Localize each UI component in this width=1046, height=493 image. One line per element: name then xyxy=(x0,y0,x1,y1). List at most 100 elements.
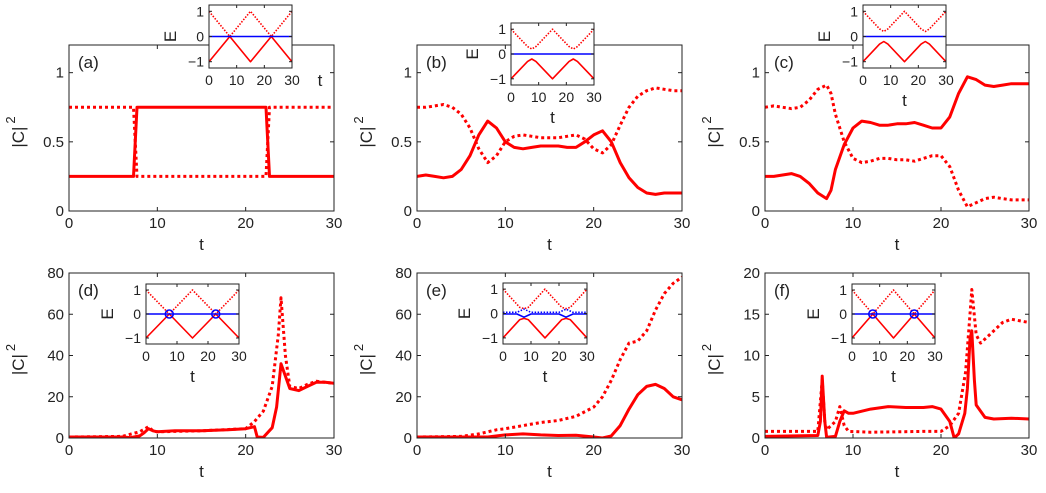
y-axis-label-text: |C| xyxy=(705,354,724,375)
inset-series-group xyxy=(511,28,594,80)
y-tick-label: 40 xyxy=(47,348,64,365)
x-tick-label: 0 xyxy=(507,89,515,105)
inset-series-group xyxy=(852,289,935,339)
y-tick-label: 0.5 xyxy=(739,134,760,151)
x-tick-label: 30 xyxy=(586,89,602,105)
inset-y-axis-label: E xyxy=(161,31,180,42)
y-axis-label-text: |C| xyxy=(357,354,376,375)
inset-series-group xyxy=(503,288,587,339)
series-solid-line xyxy=(69,105,334,178)
x-axis-label: t xyxy=(895,462,900,481)
y-tick-label: 1 xyxy=(752,65,760,82)
y-axis-label-text: |C| xyxy=(357,127,376,148)
x-tick-label: 20 xyxy=(911,72,927,88)
inset-y-axis-label: E xyxy=(98,308,117,319)
inset-series-dotted-line xyxy=(146,289,239,315)
panel-label: (f) xyxy=(774,281,790,300)
axes-frame xyxy=(68,44,335,212)
x-tick-label: 30 xyxy=(326,442,343,459)
series-dotted-line xyxy=(69,105,334,178)
y-axis-label-exponent: 2 xyxy=(699,116,714,123)
y-tick-label: 0.5 xyxy=(43,134,64,151)
x-tick-label: 10 xyxy=(149,442,166,459)
x-tick-label: 30 xyxy=(231,348,247,364)
panel-label: (b) xyxy=(426,53,447,72)
y-tick-label: 1 xyxy=(133,282,141,298)
x-tick-label: 0 xyxy=(413,215,421,232)
series-solid-line xyxy=(69,362,334,438)
y-axis-label-exponent: 2 xyxy=(351,116,366,123)
series-solid-line xyxy=(765,75,1029,201)
x-tick-label: 0 xyxy=(65,215,73,232)
y-tick-label: −1 xyxy=(188,54,204,70)
y-axis-label: |C| 2 xyxy=(351,344,376,375)
x-tick-label: 0 xyxy=(761,215,769,232)
inset-crossing-marker xyxy=(909,309,919,319)
inset-series-dotted-line xyxy=(503,288,587,310)
x-tick-label: 10 xyxy=(497,215,514,232)
series-group xyxy=(417,86,682,196)
series-group xyxy=(69,296,334,438)
series-solid-line xyxy=(417,119,682,196)
y-tick-label: −1 xyxy=(125,330,141,346)
inset-x-axis-label: t xyxy=(550,108,555,127)
x-tick-label: 30 xyxy=(1021,215,1038,232)
y-axis-label-text: |C| xyxy=(9,354,28,375)
inset-x-axis-label: t xyxy=(190,367,195,386)
x-tick-label: 20 xyxy=(237,215,254,232)
y-tick-label: −1 xyxy=(842,54,858,70)
x-tick-label: 30 xyxy=(938,72,954,88)
y-tick-label: 0 xyxy=(850,29,858,45)
series-dotted-line xyxy=(765,83,1029,209)
x-axis-label: t xyxy=(547,235,552,254)
y-axis-label: |C| 2 xyxy=(351,116,376,147)
series-group xyxy=(765,75,1029,209)
x-tick-label: 0 xyxy=(859,72,867,88)
y-axis-label-text: |C| xyxy=(9,127,28,148)
y-tick-label: 5 xyxy=(752,389,760,406)
x-tick-label: 0 xyxy=(761,442,769,459)
y-axis-label-exponent: 2 xyxy=(3,344,18,351)
y-tick-label: 80 xyxy=(395,265,412,282)
x-tick-label: 20 xyxy=(933,442,950,459)
x-tick-label: 30 xyxy=(674,215,691,232)
series-group xyxy=(765,288,1029,438)
y-tick-label: 20 xyxy=(47,389,64,406)
x-axis-label: t xyxy=(199,235,204,254)
plot-background xyxy=(69,45,334,211)
x-tick-label: 20 xyxy=(200,348,216,364)
x-axis-label: t xyxy=(895,235,900,254)
x-tick-label: 10 xyxy=(523,348,539,364)
x-tick-label: 10 xyxy=(169,348,185,364)
inset-x-axis-label: t xyxy=(543,367,548,386)
x-tick-label: 10 xyxy=(845,215,862,232)
y-axis-label-text: |C| xyxy=(705,127,724,148)
panel-label: (c) xyxy=(774,53,794,72)
inset-x-axis-label: t xyxy=(318,71,323,90)
y-tick-label: 0 xyxy=(196,29,204,45)
series-group xyxy=(69,105,334,178)
inset-y-axis-label: E xyxy=(815,31,834,42)
inset-series-group xyxy=(863,10,946,63)
y-tick-label: 20 xyxy=(395,389,412,406)
y-tick-label: 0 xyxy=(752,430,760,447)
panel-label: (e) xyxy=(426,281,447,300)
x-tick-label: 30 xyxy=(579,348,595,364)
x-tick-label: 20 xyxy=(900,348,916,364)
inset-series-solid-line xyxy=(209,35,292,63)
x-tick-label: 10 xyxy=(872,348,888,364)
y-axis-label-exponent: 2 xyxy=(351,344,366,351)
x-tick-label: 20 xyxy=(585,215,602,232)
x-tick-label: 0 xyxy=(413,442,421,459)
y-axis-label: |C| 2 xyxy=(3,344,28,375)
y-tick-label: 0 xyxy=(404,203,412,220)
y-tick-label: 0 xyxy=(839,306,847,322)
inset-y-axis-label: E xyxy=(804,308,823,319)
x-tick-label: 10 xyxy=(531,89,547,105)
